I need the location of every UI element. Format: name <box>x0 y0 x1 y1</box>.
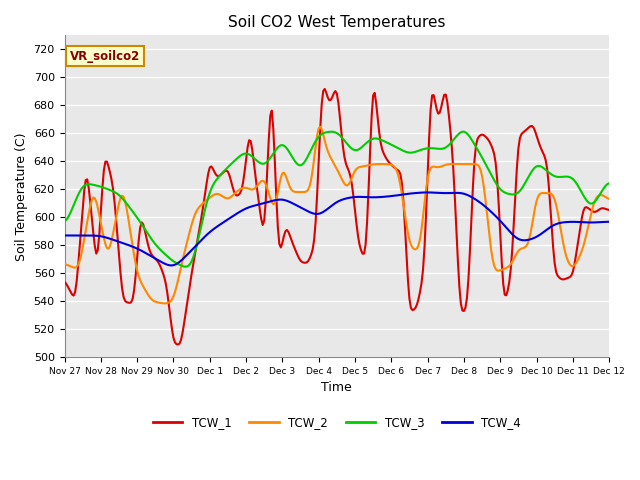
Text: VR_soilco2: VR_soilco2 <box>70 50 140 63</box>
Y-axis label: Soil Temperature (C): Soil Temperature (C) <box>15 132 28 261</box>
Title: Soil CO2 West Temperatures: Soil CO2 West Temperatures <box>228 15 445 30</box>
X-axis label: Time: Time <box>321 382 352 395</box>
Legend: TCW_1, TCW_2, TCW_3, TCW_4: TCW_1, TCW_2, TCW_3, TCW_4 <box>148 411 525 434</box>
